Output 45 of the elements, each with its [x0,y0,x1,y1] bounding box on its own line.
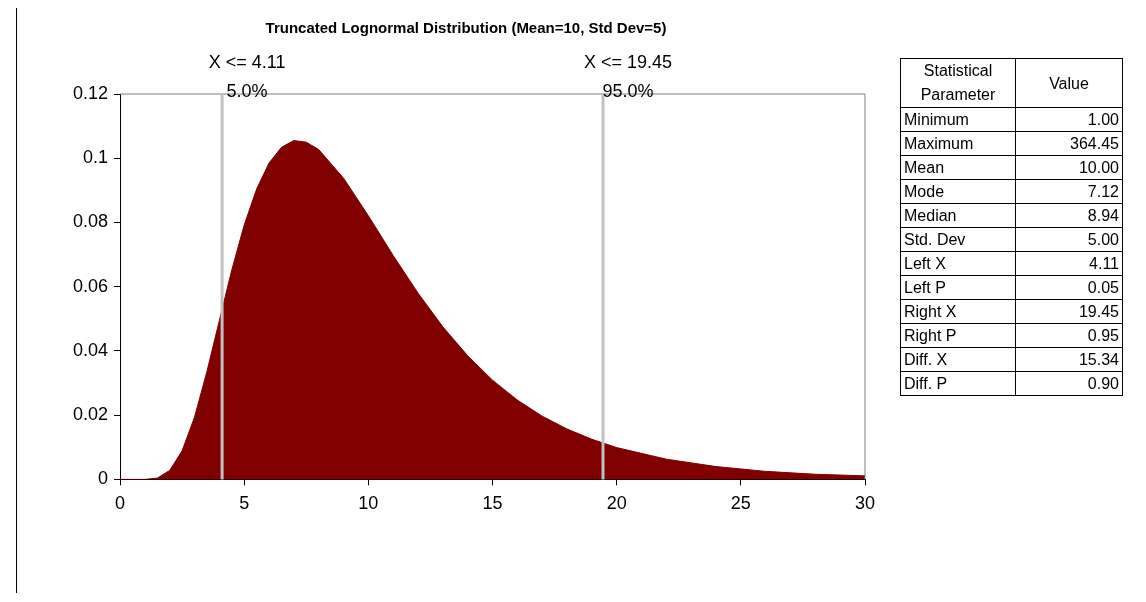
chart-title: Truncated Lognormal Distribution (Mean=10, Std Dev=5) [265,19,667,37]
text: 5.00 [1087,231,1119,248]
y-tick-label: 0.1 [83,147,109,168]
text: 1.00 [1087,111,1119,128]
text: 19.45 [1078,303,1119,320]
category-label: Left P [900,275,1016,300]
category-label: Diff. X [900,347,1016,372]
text: 8.94 [1087,207,1119,224]
category-label: Mean [900,155,1016,180]
text: 0.95 [1087,327,1119,344]
y-tick-label: 0.06 [72,275,109,296]
text: 10.00 [1078,159,1119,176]
category-label: Right P [900,323,1016,348]
category-label: Right X [900,299,1016,324]
category-label: Left X [900,251,1016,276]
text: 364.45 [1070,135,1119,152]
text: 4.11 [1089,255,1119,272]
y-tick-label: 0.02 [72,404,109,425]
annotation: 5.0% [226,81,268,101]
x-tick-label: 25 [730,493,751,514]
x-tick-label: 15 [482,493,503,514]
x-tick-label: 20 [606,493,627,514]
y-tick-label: 0 [98,468,109,489]
category-label: Maximum [900,131,1016,156]
annotation: 95.0% [602,81,654,101]
text: Value [1015,58,1123,108]
ref-line-label: X <= 19.45 [583,52,673,72]
ref-line-label: X <= 4.11 [208,52,286,72]
category-label: Median [900,203,1016,228]
x-tick-label: 30 [854,493,876,514]
category-label: Minimum [900,107,1016,132]
text: Statistical Parameter [900,58,1016,108]
text: 0.90 [1087,375,1119,392]
category-label: Std. Dev [900,227,1016,252]
text: 7.12 [1087,183,1119,200]
y-tick-label: 0.08 [72,211,109,232]
category-label: Diff. P [900,371,1016,396]
x-tick-label: 10 [358,493,379,514]
x-tick-label: 0 [115,493,126,514]
text: 15.34 [1078,351,1119,368]
y-tick-label: 0.04 [72,339,109,360]
x-tick-label: 5 [239,493,250,514]
text: 0.05 [1087,279,1119,296]
category-label: Mode [900,179,1016,204]
y-tick-label: 0.12 [72,82,109,103]
